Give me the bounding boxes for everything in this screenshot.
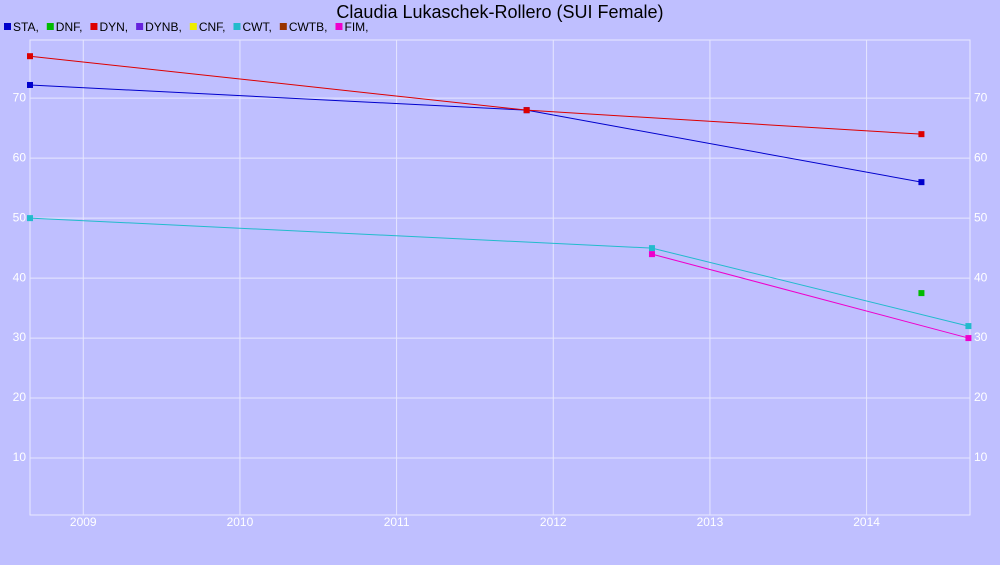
y-tick-label: 50 bbox=[13, 210, 27, 224]
point bbox=[965, 335, 972, 342]
legend-label: CWTB, bbox=[289, 20, 328, 34]
point bbox=[918, 290, 925, 297]
y-tick-label: 10 bbox=[13, 450, 27, 464]
point bbox=[918, 179, 925, 186]
series-line bbox=[651, 253, 969, 339]
y2-tick-label: 20 bbox=[974, 390, 988, 404]
series-line bbox=[29, 55, 922, 135]
x-tick-label: 2012 bbox=[540, 515, 567, 529]
plot-frame bbox=[29, 39, 971, 516]
x-tick-label: 2014 bbox=[853, 515, 880, 529]
legend-swatch bbox=[4, 23, 11, 30]
legend-label: DYN, bbox=[99, 20, 128, 34]
legend-swatch bbox=[189, 23, 197, 30]
y2-tick-label: 70 bbox=[974, 90, 988, 104]
series-line bbox=[29, 217, 969, 327]
y-tick-label: 20 bbox=[13, 390, 27, 404]
legend-label: CNF, bbox=[199, 20, 226, 34]
x-tick-label: 2009 bbox=[70, 515, 97, 529]
y-tick-label: 60 bbox=[13, 150, 27, 164]
legend-swatch bbox=[46, 23, 54, 30]
y2-tick-label: 50 bbox=[974, 210, 988, 224]
y2-tick-label: 30 bbox=[974, 330, 988, 344]
y2-tick-label: 10 bbox=[974, 450, 988, 464]
legend-label: DYNB, bbox=[145, 20, 182, 34]
y2-tick-label: 60 bbox=[974, 150, 988, 164]
series-line bbox=[29, 84, 922, 183]
point bbox=[27, 81, 33, 88]
legend-label: DNF, bbox=[56, 20, 83, 34]
x-tick-label: 2011 bbox=[384, 515, 410, 529]
point bbox=[918, 131, 925, 138]
point bbox=[27, 215, 33, 222]
y-tick-label: 70 bbox=[13, 90, 27, 104]
y2-tick-label: 40 bbox=[974, 270, 988, 284]
legend-label: CWT, bbox=[242, 20, 271, 34]
point bbox=[523, 107, 530, 114]
point bbox=[648, 251, 655, 258]
x-tick-label: 2013 bbox=[697, 515, 724, 529]
y-tick-label: 30 bbox=[13, 330, 27, 344]
legend-swatch bbox=[136, 23, 144, 30]
x-tick-label: 2010 bbox=[227, 515, 254, 529]
legend-swatch bbox=[335, 23, 343, 30]
point bbox=[965, 323, 972, 330]
legend-swatch bbox=[279, 23, 287, 30]
chart-title: Claudia Lukaschek-Rollero (SUI Female) bbox=[336, 2, 663, 22]
legend-label: FIM, bbox=[344, 20, 368, 34]
y-tick-label: 40 bbox=[13, 270, 27, 284]
legend-swatch bbox=[233, 23, 241, 30]
legend-label: STA, bbox=[13, 20, 39, 34]
point bbox=[27, 53, 33, 60]
point bbox=[648, 245, 655, 252]
legend-swatch bbox=[90, 23, 98, 30]
